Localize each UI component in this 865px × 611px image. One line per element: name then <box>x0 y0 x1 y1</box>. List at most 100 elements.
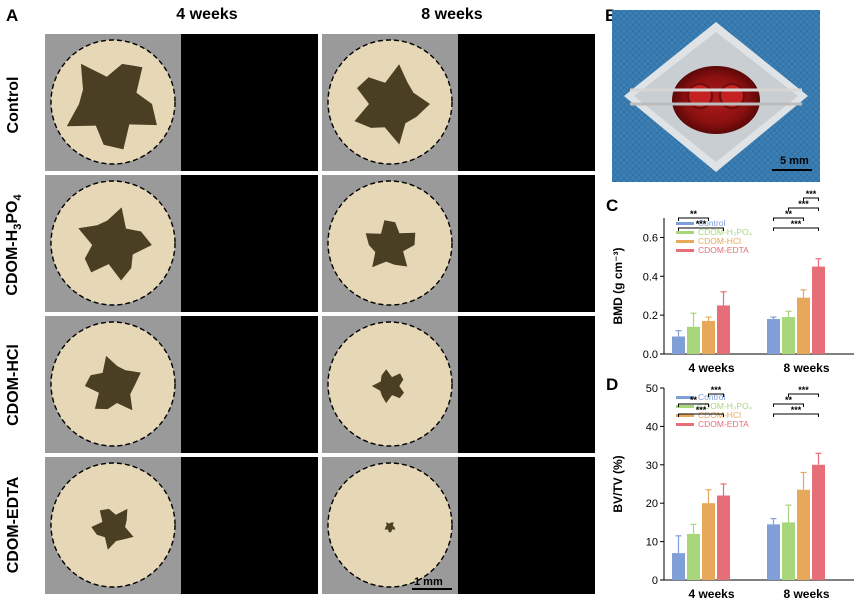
legend-label: Control <box>698 218 726 228</box>
y-tick-label: 10 <box>646 537 658 549</box>
significance-label: *** <box>806 190 817 199</box>
category-label: 8 weeks <box>783 361 829 375</box>
significance-bracket <box>773 217 804 221</box>
row-label-h3po4-mid: PO <box>3 200 21 224</box>
defect-reconstruction <box>322 175 458 312</box>
micro-ct-tile <box>45 175 318 312</box>
column-title-4-weeks: 4 weeks <box>176 6 238 23</box>
significance-bracket <box>678 403 709 407</box>
significance-bracket <box>803 197 819 201</box>
y-tick-label: 0.0 <box>643 349 658 361</box>
micro-ct-tile <box>322 316 595 453</box>
legend-swatch <box>676 249 694 252</box>
micro-ct-tile <box>45 316 318 453</box>
legend-label: CDOM-HCl <box>698 410 741 420</box>
significance-label: *** <box>696 405 707 415</box>
legend-label: Control <box>698 392 726 402</box>
significance-bracket <box>788 393 819 397</box>
legend-swatch <box>676 414 694 417</box>
significance-label: ** <box>690 209 698 219</box>
significance-bracket <box>678 227 724 231</box>
micro-ct-tile <box>45 457 318 594</box>
micro-ct-tile <box>45 34 318 171</box>
legend-swatch <box>676 222 694 225</box>
bar <box>687 326 700 354</box>
defect-reconstruction <box>45 175 181 312</box>
legend-swatch <box>676 405 694 408</box>
column-title-8-weeks: 8 weeks <box>421 6 483 23</box>
defect-reconstruction <box>45 457 181 594</box>
bar <box>717 495 730 580</box>
significance-bracket <box>773 413 819 417</box>
bar <box>702 320 715 354</box>
bar <box>782 317 795 354</box>
legend-swatch <box>676 240 694 243</box>
legend-swatch <box>676 231 694 234</box>
y-tick-label: 0.6 <box>643 232 658 244</box>
legend-swatch <box>676 423 694 426</box>
chart-bv-tv: 0 10 20 30 40 50 BV/TV (%) 4 weeks 8 weeks Contro… <box>611 383 854 601</box>
defect-reconstruction <box>45 316 181 453</box>
y-axis-label: BV/TV (%) <box>611 455 625 512</box>
significance-label: *** <box>798 385 809 395</box>
scale-bar-a <box>412 588 452 590</box>
row-label-h3po4-sub2: 4 <box>12 194 25 201</box>
row-label-cdom-edta: CDOM-EDTA <box>5 476 22 574</box>
scale-bar-a-label: 1 mm <box>414 576 443 588</box>
bar <box>702 503 715 580</box>
category-label: 4 weeks <box>688 587 734 601</box>
legend-label: CDOM-H₃PO₄ <box>698 227 753 237</box>
legend-label: CDOM-EDTA <box>698 419 749 429</box>
surgery-photo <box>612 10 820 182</box>
micro-ct-tile <box>322 457 595 594</box>
legend-swatch <box>676 396 694 399</box>
significance-bracket <box>678 217 709 221</box>
y-tick-label: 0.4 <box>643 271 658 283</box>
y-tick-label: 40 <box>646 421 658 433</box>
bar <box>717 305 730 354</box>
panel-label-a: A <box>6 6 19 25</box>
scale-bar-b-label: 5 mm <box>780 155 809 167</box>
category-label: 8 weeks <box>783 587 829 601</box>
legend-label: CDOM-H₃PO₄ <box>698 401 753 411</box>
y-tick-label: 30 <box>646 460 658 472</box>
row-label-h3po4-prefix: CDOM-H <box>3 229 21 296</box>
y-tick-label: 0.2 <box>643 310 658 322</box>
bar <box>782 522 795 580</box>
significance-label: *** <box>791 405 802 415</box>
row-label-h3po4-sub1: 3 <box>12 223 25 230</box>
significance-label: *** <box>791 219 802 229</box>
panel-label-c: C <box>606 196 619 215</box>
significance-label: ** <box>785 209 793 219</box>
significance-bracket <box>708 393 724 397</box>
bar <box>687 533 700 580</box>
y-tick-label: 0 <box>652 575 658 587</box>
legend-label: CDOM-HCl <box>698 236 741 246</box>
chart-bmd: 0.0 0.2 0.4 0.6 BMD (g cm⁻³) 4 weeks 8 weeks Co… <box>611 190 854 375</box>
row-label-control: Control <box>5 76 22 134</box>
micro-ct-tile <box>322 34 595 171</box>
panel-label-d: D <box>606 375 619 394</box>
significance-label: *** <box>696 219 707 229</box>
bar <box>797 489 810 580</box>
defect-reconstruction <box>322 457 458 594</box>
bar <box>812 266 825 354</box>
bar <box>797 297 810 354</box>
micro-ct-tile <box>322 175 595 312</box>
defect-reconstruction <box>322 316 458 453</box>
defect-reconstruction <box>322 34 458 171</box>
bar <box>672 336 685 354</box>
bar <box>812 464 825 580</box>
y-tick-label: 50 <box>646 383 658 395</box>
bar <box>672 553 685 580</box>
significance-bracket <box>773 403 804 407</box>
legend-label: CDOM-EDTA <box>698 245 749 255</box>
category-label: 4 weeks <box>688 361 734 375</box>
significance-label: *** <box>798 199 809 209</box>
significance-bracket <box>788 207 819 211</box>
bar <box>767 319 780 354</box>
row-label-cdom-hcl: CDOM-HCl <box>5 344 22 426</box>
significance-label: ** <box>690 395 698 405</box>
row-label-cdom-h3po4: CDOM-H3PO4 <box>4 194 24 295</box>
y-axis-label: BMD (g cm⁻³) <box>611 248 625 325</box>
